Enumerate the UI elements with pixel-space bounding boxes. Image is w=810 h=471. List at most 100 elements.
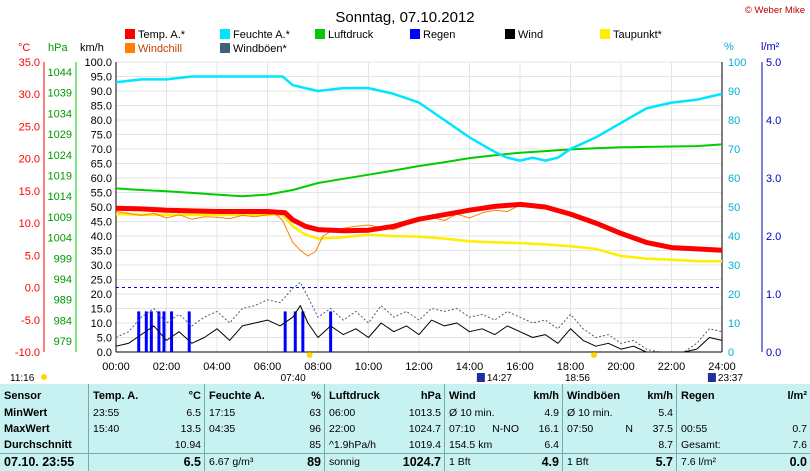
table-row: 85 bbox=[209, 437, 321, 453]
temp-tick-label: 5.0 bbox=[25, 250, 40, 262]
series-line-windb-en bbox=[115, 281, 723, 353]
sunset-label: 18:56 bbox=[565, 373, 590, 384]
table-cell: ^1.9hPa/h bbox=[329, 439, 376, 451]
humidity-unit-label: % bbox=[724, 41, 734, 53]
pressure-tick-label: 1029 bbox=[48, 129, 72, 141]
pressure-tick-label: 1039 bbox=[48, 88, 72, 100]
table-cell: 37.5 bbox=[652, 423, 673, 435]
table-cell: 4.9 bbox=[541, 455, 559, 469]
table-cell: 13.5 bbox=[180, 423, 201, 435]
table-cell: 89 bbox=[307, 455, 321, 469]
table-header: Windböen km/h bbox=[567, 388, 673, 404]
section-unit: hPa bbox=[420, 390, 441, 402]
table-row: 6.67 g/m³ 89 bbox=[205, 453, 325, 470]
series-line-taupunkt bbox=[115, 212, 722, 263]
legend-label: Regen bbox=[423, 29, 455, 41]
rain-bar bbox=[170, 311, 174, 352]
wind-tick-label: 80.0 bbox=[91, 115, 112, 127]
legend-label: Luftdruck bbox=[328, 29, 374, 41]
section-title: Feuchte A. bbox=[209, 390, 265, 402]
legend-label: Taupunkt* bbox=[613, 29, 663, 41]
pressure-tick-label: 994 bbox=[54, 274, 72, 286]
rain-tick-label: 0.0 bbox=[766, 347, 781, 359]
table-cell: 07.10. 23:55 bbox=[4, 455, 75, 469]
wind-tick-label: 45.0 bbox=[91, 217, 112, 229]
table-cell: MinWert bbox=[4, 407, 48, 419]
temp-tick-label: 10.0 bbox=[19, 218, 40, 230]
table-cell: 6.5 bbox=[183, 455, 201, 469]
moonset-label: 23:37 bbox=[718, 373, 743, 384]
table-section: Temp. A. °C 23:55 6.5 15:40 13.5 10.94 6.5 bbox=[88, 384, 205, 471]
x-tick-label: 00:00 bbox=[102, 361, 130, 373]
temp-tick-label: 0.0 bbox=[25, 283, 40, 295]
pressure-tick-label: 1004 bbox=[48, 233, 72, 245]
wind-tick-label: 65.0 bbox=[91, 159, 112, 171]
moon-time-label: 11:16 bbox=[10, 373, 35, 384]
legend-swatch bbox=[220, 43, 230, 53]
sunrise-label: 07:40 bbox=[281, 373, 306, 384]
pressure-tick-label: 1019 bbox=[48, 171, 72, 183]
table-section: Feuchte A.% 17:15 63 04:35 96 85 6.67 g/m³ 89 bbox=[204, 384, 325, 471]
humidity-tick-label: 80 bbox=[728, 115, 740, 127]
x-tick-label: 02:00 bbox=[153, 361, 181, 373]
wind-unit-label: km/h bbox=[80, 42, 104, 54]
table-row: 22:00 1024.7 bbox=[329, 421, 441, 437]
x-tick-label: 18:00 bbox=[557, 361, 585, 373]
table-header: Sensor bbox=[4, 388, 84, 404]
table-row: 07.10. 23:55 bbox=[0, 453, 88, 470]
section-title: Luftdruck bbox=[329, 390, 380, 402]
humidity-tick-label: 30 bbox=[728, 260, 740, 272]
table-row: 15:40 13.5 bbox=[93, 421, 201, 437]
wind-tick-label: 40.0 bbox=[91, 231, 112, 243]
wind-tick-label: 30.0 bbox=[91, 260, 112, 272]
rain-tick-label: 3.0 bbox=[766, 173, 781, 185]
rain-bar bbox=[293, 311, 297, 352]
x-tick-label: 10:00 bbox=[355, 361, 383, 373]
table-header: Luftdruck hPa bbox=[329, 388, 441, 404]
wind-tick-label: 50.0 bbox=[91, 202, 112, 214]
table-cell: 6.4 bbox=[544, 439, 559, 451]
table-row: 07:50 N 37.5 bbox=[567, 421, 673, 437]
pressure-tick-label: 1014 bbox=[48, 191, 72, 203]
table-row: ^1.9hPa/h 1019.4 bbox=[329, 437, 441, 453]
pressure-unit-label: hPa bbox=[48, 42, 68, 54]
section-title: Regen bbox=[681, 390, 715, 402]
section-unit: °C bbox=[188, 390, 201, 402]
table-header: Feuchte A.% bbox=[209, 388, 321, 404]
legend-swatch bbox=[600, 29, 610, 39]
x-tick-label: 16:00 bbox=[506, 361, 534, 373]
table-cell: N bbox=[625, 423, 633, 435]
table-row: 1 Bft 5.7 bbox=[563, 453, 677, 470]
pressure-tick-label: 1009 bbox=[48, 212, 72, 224]
x-tick-label: 24:00 bbox=[708, 361, 736, 373]
temp-unit-label: °C bbox=[18, 42, 30, 54]
wind-tick-label: 100.0 bbox=[84, 57, 112, 69]
pressure-tick-label: 984 bbox=[54, 315, 72, 327]
table-section: Sensor MinWert MaxWert Durchschnitt 07.10. 2… bbox=[0, 384, 88, 471]
wind-tick-label: 90.0 bbox=[91, 86, 112, 98]
table-cell: 8.7 bbox=[658, 439, 673, 451]
rain-bar bbox=[187, 311, 191, 352]
series-line-temp-a bbox=[115, 201, 723, 253]
table-cell: 7.6 l/m² bbox=[681, 456, 717, 468]
table-cell: Durchschnitt bbox=[4, 439, 72, 451]
section-unit: km/h bbox=[647, 390, 673, 402]
section-unit: km/h bbox=[533, 390, 559, 402]
sunrise-icon bbox=[306, 352, 313, 358]
humidity-tick-label: 100 bbox=[728, 57, 746, 69]
section-unit: l/m² bbox=[787, 390, 807, 402]
pressure-tick-label: 989 bbox=[54, 295, 72, 307]
humidity-tick-label: 70 bbox=[728, 144, 740, 156]
wind-tick-label: 0.0 bbox=[97, 347, 112, 359]
table-cell: 85 bbox=[309, 439, 321, 451]
wind-tick-label: 75.0 bbox=[91, 130, 112, 142]
table-cell: 07:50 bbox=[567, 423, 594, 435]
series-line-wind bbox=[115, 305, 723, 353]
temp-tick-label: 30.0 bbox=[19, 89, 40, 101]
rain-bar bbox=[137, 311, 141, 352]
section-title: Sensor bbox=[4, 390, 42, 402]
wind-tick-label: 25.0 bbox=[91, 275, 112, 287]
weather-chart: Sonntag, 07.10.2012 © Weber Mike Temp. A.*… bbox=[10, 5, 805, 384]
legend-swatch bbox=[125, 29, 135, 39]
table-cell: 1013.5 bbox=[408, 407, 441, 419]
